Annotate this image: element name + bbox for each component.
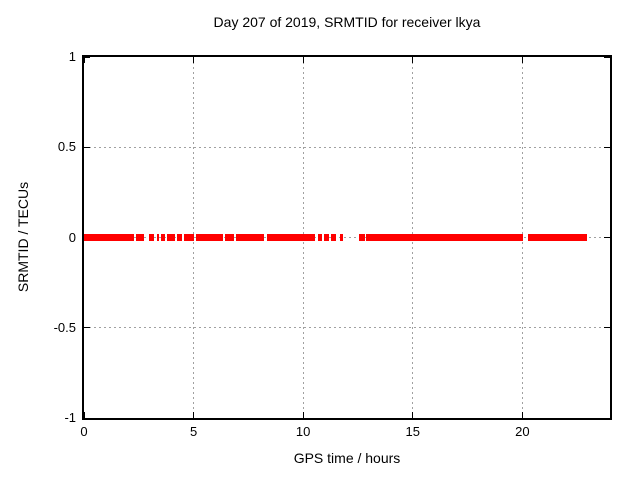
- plot-area: [82, 55, 612, 420]
- y-tick-mark-left: [84, 56, 90, 58]
- data-segment: [317, 234, 323, 241]
- data-segment: [195, 234, 223, 241]
- data-segment: [339, 234, 344, 241]
- y-tick-mark-right: [604, 146, 610, 148]
- data-segment: [167, 234, 175, 241]
- data-segment: [359, 234, 365, 241]
- data-segment: [156, 234, 160, 241]
- data-segment: [84, 234, 134, 241]
- y-tick-label: -0.5: [53, 319, 76, 335]
- y-tick-label: 1: [68, 49, 76, 64]
- data-segment: [236, 234, 265, 241]
- data-segment: [177, 234, 182, 241]
- chart-title: Day 207 of 2019, SRMTID for receiver lky…: [213, 14, 481, 30]
- x-axis-label: GPS time / hours: [293, 450, 401, 466]
- y-tick-mark-right: [604, 56, 610, 58]
- x-tick-mark-bottom: [521, 412, 523, 418]
- x-tick-mark-bottom: [302, 412, 304, 418]
- x-tick-mark-top: [412, 57, 414, 63]
- y-tick-label: 0.5: [57, 139, 76, 155]
- y-tick-label: 0: [68, 229, 76, 245]
- data-segment: [149, 234, 154, 241]
- x-tick-label: 0: [80, 424, 88, 439]
- x-tick-mark-top: [521, 57, 523, 63]
- y-tick-mark-right: [604, 327, 610, 329]
- x-tick-label: 5: [189, 424, 198, 439]
- data-segment: [161, 234, 166, 241]
- y-tick-mark-left: [84, 417, 90, 419]
- data-segment: [528, 234, 588, 241]
- x-tick-mark-bottom: [83, 412, 85, 418]
- data-segment: [366, 234, 523, 241]
- data-segment: [135, 234, 145, 241]
- x-tick-mark-top: [193, 57, 195, 63]
- x-tick-label: 15: [405, 424, 420, 439]
- x-tick-mark-bottom: [193, 412, 195, 418]
- y-tick-mark-left: [84, 146, 90, 148]
- data-segment: [331, 234, 337, 241]
- data-segment: [267, 234, 315, 241]
- data-segment: [183, 234, 195, 241]
- x-tick-label: 10: [295, 424, 311, 439]
- y-tick-mark-right: [604, 237, 610, 238]
- y-tick-mark-left: [84, 327, 90, 329]
- y-tick-mark-right: [604, 417, 610, 419]
- data-segment: [225, 234, 234, 241]
- x-tick-mark-bottom: [412, 412, 414, 418]
- x-tick-label: 20: [515, 424, 530, 439]
- y-gridline: [84, 327, 610, 329]
- y-gridline: [84, 237, 610, 238]
- y-tick-label: -1: [64, 410, 76, 425]
- x-tick-mark-top: [302, 57, 304, 63]
- x-tick-mark-top: [83, 57, 85, 63]
- data-segment: [324, 234, 330, 241]
- y-gridline: [84, 146, 610, 148]
